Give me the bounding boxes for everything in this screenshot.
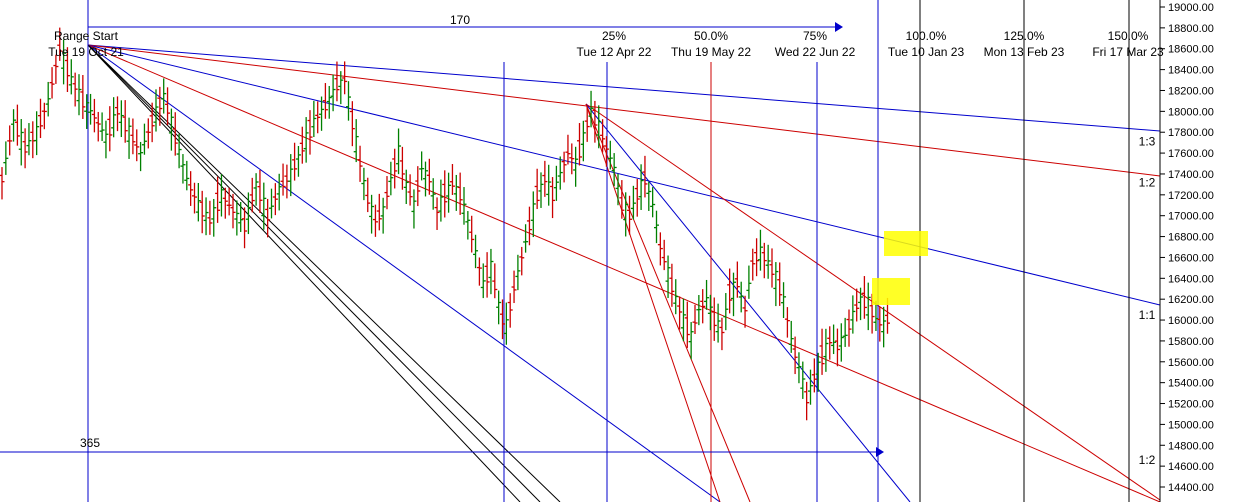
price-bars xyxy=(0,27,890,421)
time-level-pct: 50.0% xyxy=(694,29,728,43)
y-tick-label: 18000.00 xyxy=(1168,106,1214,118)
time-level-pct: 25% xyxy=(602,29,626,43)
range-start-date: Tue 19 Oct 21 xyxy=(48,45,124,59)
y-axis: 19000.00 18800.00 18600.00 18400.00 18200.00… xyxy=(1159,0,1214,502)
fan-ratio-label: 1:2 xyxy=(1139,175,1156,189)
fan-ratio-labels: 1:3 1:2 1:1 1:2 xyxy=(1139,135,1156,467)
time-level-date: Tue 10 Jan 23 xyxy=(888,45,965,59)
highlight-marker xyxy=(872,278,910,305)
fan-line xyxy=(87,44,541,502)
range-bars-arrow xyxy=(835,22,843,32)
time-level-pct: 75% xyxy=(803,29,827,43)
range-start-label: Range Start xyxy=(54,29,119,43)
y-tick-label: 17800.00 xyxy=(1168,127,1214,139)
time-level-pct: 150.0% xyxy=(1108,29,1149,43)
time-level-date: Thu 19 May 22 xyxy=(671,45,751,59)
range-bars-label: 170 xyxy=(450,13,470,27)
y-tick-label: 15000.00 xyxy=(1168,419,1214,431)
y-tick-label: 14400.00 xyxy=(1168,482,1214,494)
y-tick-label: 15800.00 xyxy=(1168,336,1214,348)
time-level-date: Mon 13 Feb 23 xyxy=(984,45,1065,59)
y-tick-label: 18600.00 xyxy=(1168,44,1214,56)
y-tick-label: 15400.00 xyxy=(1168,378,1214,390)
fan-line xyxy=(87,44,521,502)
time-level-date: Wed 22 Jun 22 xyxy=(775,45,856,59)
fan-line xyxy=(87,44,721,502)
highlight-marker xyxy=(884,231,928,256)
time-level-labels: 25% Tue 12 Apr 22 50.0% Thu 19 May 22 75% Wed… xyxy=(577,29,1164,59)
time-level-pct: 125.0% xyxy=(1004,29,1045,43)
y-tick-label: 18800.00 xyxy=(1168,23,1214,35)
time-level-lines xyxy=(87,0,1130,502)
y-tick-label: 19000.00 xyxy=(1168,2,1214,14)
y-tick-label: 18200.00 xyxy=(1168,85,1214,97)
fan-line xyxy=(585,103,721,502)
fan-line xyxy=(87,44,1161,177)
fan-line xyxy=(87,44,1161,502)
y-tick-label: 17400.00 xyxy=(1168,169,1214,181)
range-price-arrow xyxy=(876,447,884,457)
fan-ratio-label: 1:1 xyxy=(1139,308,1156,322)
y-tick-label: 16400.00 xyxy=(1168,273,1214,285)
y-tick-label: 17000.00 xyxy=(1168,211,1214,223)
fan-line xyxy=(87,44,561,502)
y-tick-label: 16200.00 xyxy=(1168,294,1214,306)
y-tick-label: 16600.00 xyxy=(1168,252,1214,264)
y-tick-label: 17200.00 xyxy=(1168,190,1214,202)
fan-ratio-label: 1:2 xyxy=(1139,453,1156,467)
time-level-date: Fri 17 Mar 23 xyxy=(1092,45,1164,59)
y-tick-label: 14600.00 xyxy=(1168,461,1214,473)
highlight-markers xyxy=(872,231,928,305)
time-level-date: Tue 12 Apr 22 xyxy=(577,45,652,59)
fan-ratio-label: 1:3 xyxy=(1139,135,1156,149)
y-tick-label: 18400.00 xyxy=(1168,65,1214,77)
y-tick-label: 15600.00 xyxy=(1168,357,1214,369)
range-price-label: 365 xyxy=(80,436,100,450)
range-markers: 170 365 Range Start Tue 19 Oct 21 xyxy=(0,13,884,457)
fan-line xyxy=(87,44,1161,306)
time-level-pct: 100.0% xyxy=(906,29,947,43)
y-tick-label: 16800.00 xyxy=(1168,232,1214,244)
fan-line xyxy=(585,103,911,502)
y-tick-label: 14800.00 xyxy=(1168,440,1214,452)
fan-line xyxy=(87,44,1161,132)
y-tick-label: 16000.00 xyxy=(1168,315,1214,327)
y-tick-label: 17600.00 xyxy=(1168,148,1214,160)
y-tick-label: 15200.00 xyxy=(1168,399,1214,411)
gann-fan-lines xyxy=(87,44,1161,502)
